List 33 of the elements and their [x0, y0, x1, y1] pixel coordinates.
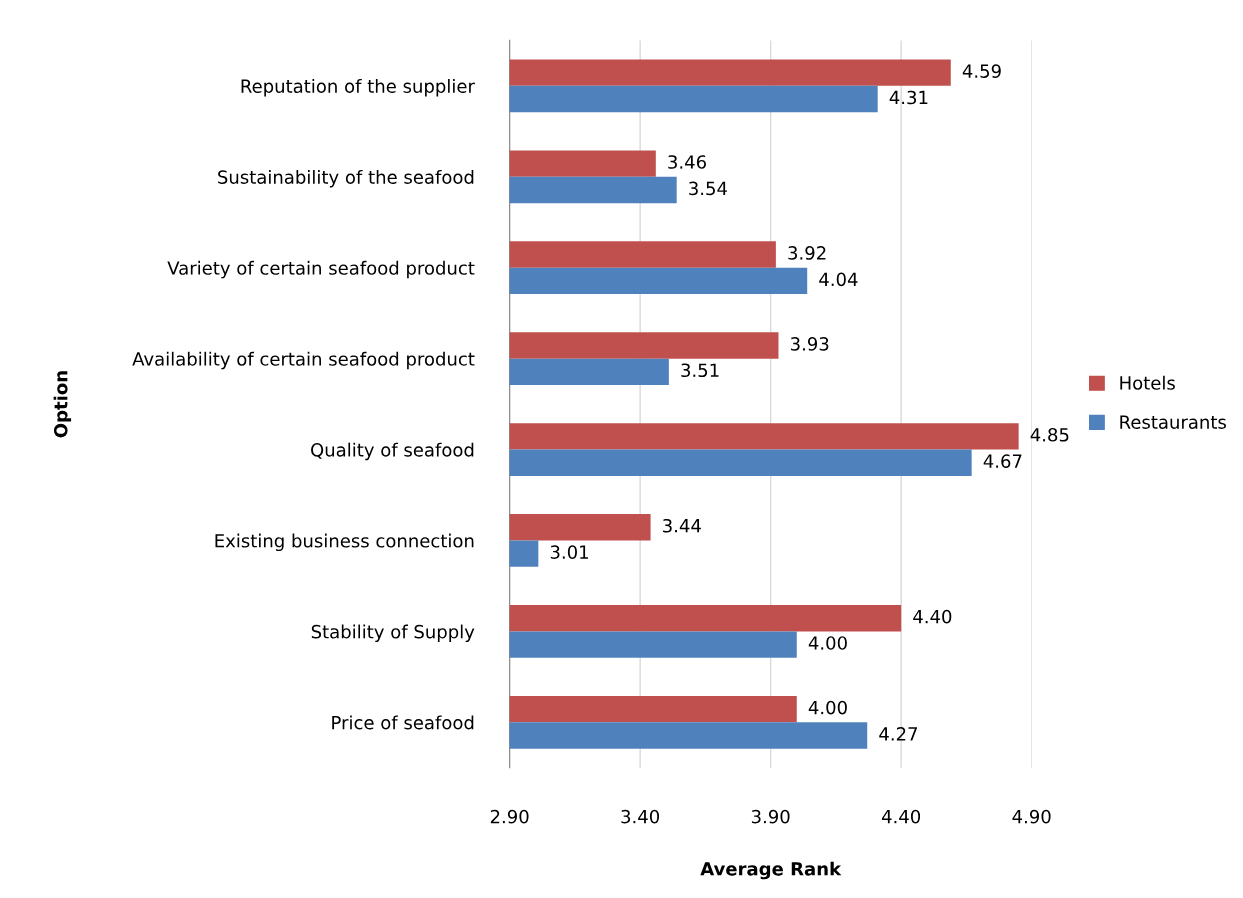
y-tick-label: Variety of certain seafood product	[167, 260, 475, 279]
y-tick-label: Availability of certain seafood product	[132, 351, 475, 370]
data-label: 4.00	[808, 636, 847, 650]
data-label: 4.59	[962, 64, 1001, 78]
data-label: 4.40	[913, 609, 952, 624]
y-tick-label: Reputation of the supplier	[241, 79, 475, 97]
x-tick-label: 3.40	[621, 809, 660, 824]
data-label: 3.54	[689, 181, 727, 196]
x-tick-label: 4.40	[881, 809, 921, 824]
y-tick-label: Price of seafood	[332, 715, 474, 730]
data-label: 3.51	[681, 363, 719, 378]
y-tick-label: Stability of Supply	[311, 624, 475, 643]
data-label: 4.85	[1030, 427, 1069, 442]
x-tick-label: 2.90	[490, 809, 529, 824]
y-tick-label: Quality of seafood	[311, 442, 474, 461]
data-label: 4.00	[808, 700, 847, 715]
legend-label: Restaurants	[1120, 415, 1226, 429]
data-label: 3.92	[788, 246, 826, 260]
data-label: 4.27	[879, 727, 918, 741]
data-label: 3.93	[790, 337, 829, 351]
y-tick-label: Sustainability of the seafood	[218, 169, 474, 188]
x-tick-label: 3.90	[751, 809, 790, 824]
y-tick-label: Existing business connection	[215, 533, 474, 552]
x-axis-title: Average Rank	[700, 861, 842, 880]
data-label: 4.67	[983, 454, 1022, 468]
y-axis-title: Option	[53, 371, 72, 438]
data-label: 4.31	[889, 90, 928, 105]
legend-label: Hotels	[1120, 375, 1175, 390]
data-label: 3.44	[663, 518, 701, 533]
data-label: 3.46	[668, 155, 706, 169]
data-label: 3.01	[550, 545, 588, 559]
data-label: 4.04	[819, 272, 858, 287]
x-tick-label: 4.90	[1012, 809, 1051, 824]
